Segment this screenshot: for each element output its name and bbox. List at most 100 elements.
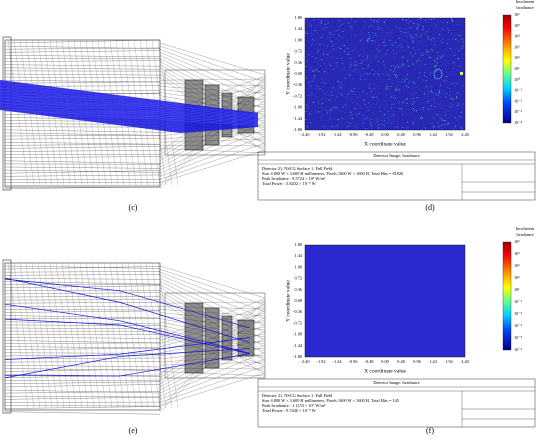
noise [384, 67, 386, 69]
noise [393, 69, 395, 70]
noise [438, 55, 440, 57]
beam-ray [0, 102, 259, 124]
info-table [257, 378, 536, 428]
noise [407, 60, 408, 62]
noise [416, 110, 418, 112]
noise [456, 96, 457, 98]
noise [385, 19, 387, 21]
noise [357, 63, 359, 65]
noise [391, 96, 393, 98]
noise [415, 92, 417, 94]
noise [438, 89, 440, 91]
flange [2, 36, 12, 191]
noise [455, 39, 457, 41]
noise [367, 65, 369, 66]
noise [348, 51, 350, 53]
noise [351, 118, 353, 119]
noise [441, 21, 443, 23]
x-tick-label: -0.48 [365, 132, 374, 137]
noise [404, 98, 406, 100]
lens [221, 315, 233, 361]
noise [457, 120, 459, 122]
x-tick-label: 1.92 [445, 359, 453, 364]
noise [340, 87, 342, 89]
noise [452, 104, 454, 105]
noise [393, 64, 395, 66]
noise [405, 98, 407, 100]
noise [461, 47, 463, 49]
y-tick-label: -0.72 [293, 320, 302, 325]
noise [449, 106, 451, 108]
noise [444, 109, 445, 111]
noise [337, 92, 338, 94]
noise [426, 51, 428, 53]
noise [439, 96, 441, 98]
noise [340, 92, 342, 94]
noise [448, 32, 449, 33]
ray [4, 379, 161, 381]
noise [367, 117, 368, 118]
noise [430, 98, 432, 100]
noise [333, 71, 335, 73]
noise [402, 101, 403, 103]
noise [454, 117, 456, 119]
noise [362, 68, 364, 69]
ray [159, 358, 266, 400]
noise [462, 40, 464, 42]
noise [425, 101, 426, 103]
noise [388, 78, 390, 80]
ray [159, 49, 266, 90]
noise [392, 120, 394, 122]
noise [309, 101, 311, 102]
noise [394, 74, 396, 76]
colorbar [502, 14, 512, 124]
ray [4, 166, 161, 169]
noise [424, 93, 426, 95]
ray [31, 262, 53, 409]
noise [395, 98, 397, 99]
noise [382, 73, 384, 75]
noise [415, 118, 417, 120]
noise [388, 75, 390, 76]
noise [344, 18, 346, 19]
noise [413, 23, 415, 24]
noise [366, 58, 368, 59]
noise [428, 38, 430, 40]
noise [348, 93, 350, 94]
noise [393, 103, 395, 105]
noise [437, 62, 438, 64]
noise [435, 93, 436, 95]
noise [391, 44, 393, 46]
noise [405, 85, 407, 87]
noise [410, 34, 412, 36]
noise [362, 101, 364, 103]
noise [431, 85, 433, 87]
noise [327, 46, 329, 48]
noise [329, 99, 331, 101]
noise [378, 44, 380, 46]
noise [457, 40, 459, 42]
ray [4, 50, 161, 53]
noise [351, 26, 352, 27]
noise [350, 62, 352, 64]
flange [2, 259, 12, 414]
noise [332, 95, 333, 96]
noise [338, 118, 340, 120]
noise [316, 52, 318, 54]
noise [412, 42, 413, 43]
noise [355, 69, 357, 71]
noise [447, 42, 449, 44]
x-tick-label: 2.40 [461, 132, 469, 137]
noise [463, 54, 465, 55]
noise [458, 50, 460, 52]
noise [395, 75, 397, 77]
noise [443, 124, 445, 126]
noise [341, 110, 343, 112]
ray [159, 306, 266, 310]
table-line: Peak Irradiance : 1.1153 × 10⁷ W/m² [262, 403, 326, 408]
ray [4, 346, 161, 349]
noise [353, 21, 355, 22]
noise [452, 74, 453, 76]
noise [395, 42, 396, 44]
noise [348, 91, 350, 93]
